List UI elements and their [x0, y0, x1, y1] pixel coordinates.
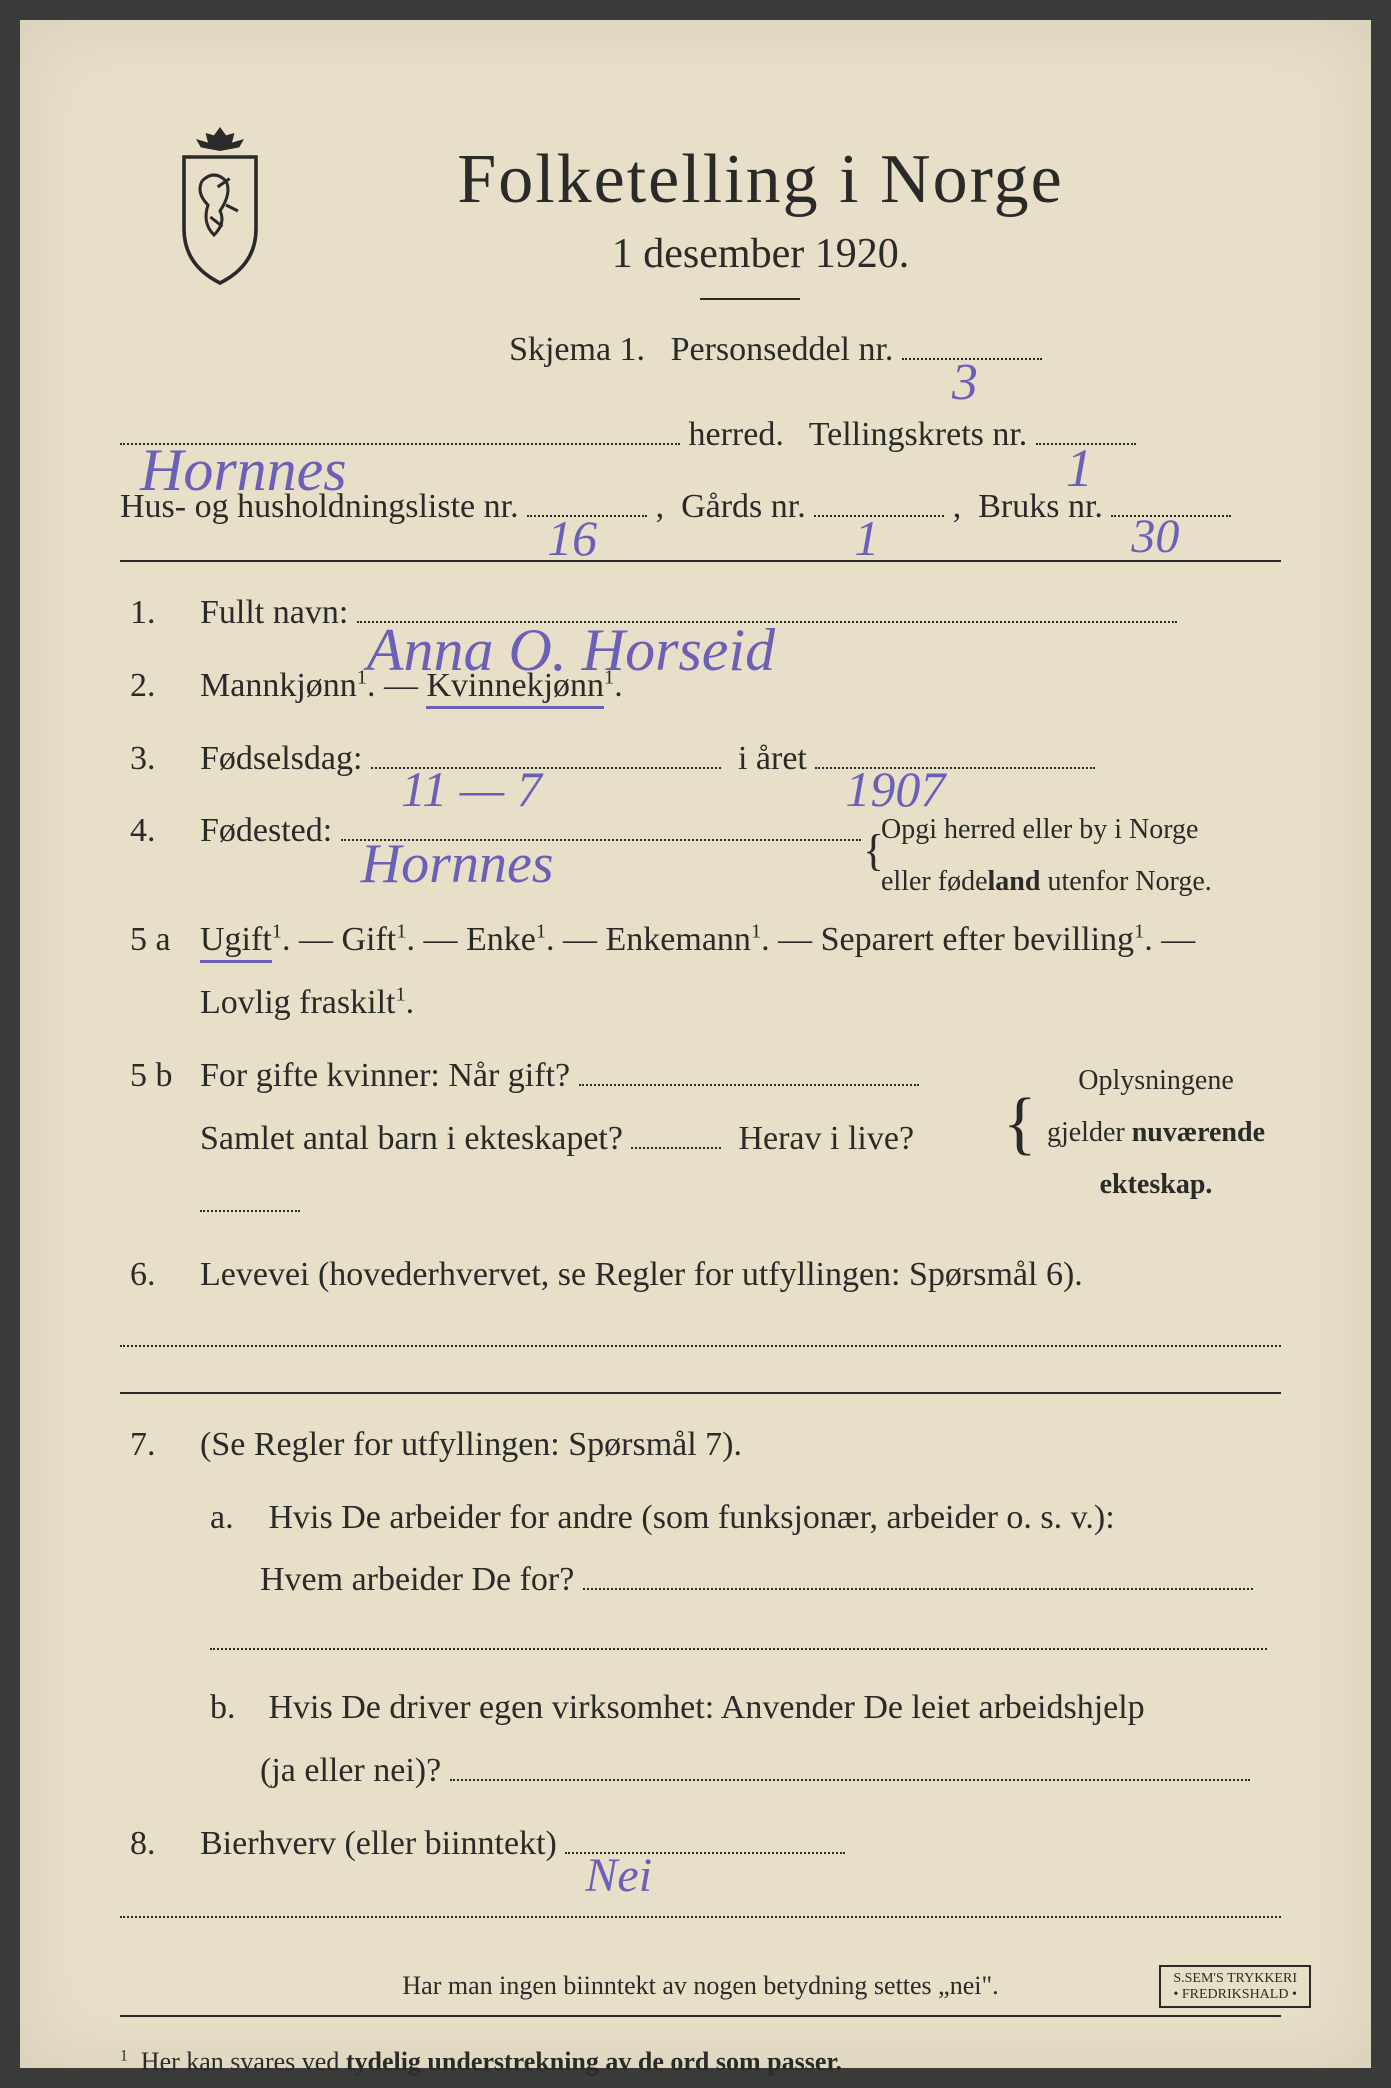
- personseddel-label: Personseddel nr.: [671, 331, 894, 368]
- q5b-label-c: Herav i live?: [738, 1120, 914, 1157]
- q8-value: Nei: [585, 1832, 652, 1921]
- q1-field: Anna O. Horseid: [357, 621, 1177, 623]
- q1-num: 1.: [130, 582, 200, 645]
- q3-year-field: 1907: [815, 767, 1095, 769]
- personseddel-field: 3: [902, 358, 1042, 360]
- q7-text: (Se Regler for utfyllingen: Spørsmål 7).: [200, 1414, 1281, 1477]
- q5a-opt-3: Enkemann: [606, 921, 751, 958]
- q5a-opt-0: Ugift: [200, 921, 272, 963]
- bruks-field: 30: [1111, 515, 1231, 517]
- q3-label: Fødselsdag:: [200, 740, 362, 777]
- q5a: 5 a Ugift1. — Gift1. — Enke1. — Enkemann…: [120, 909, 1281, 1035]
- footnote-2: 1 Her kan svares ved tydelig understrekn…: [120, 2047, 1281, 2077]
- q4-num: 4.: [130, 800, 200, 863]
- herred-label: herred.: [689, 416, 784, 453]
- hus-field: 16: [527, 515, 647, 517]
- skjema-line: Skjema 1. Personseddel nr. 3: [270, 318, 1281, 383]
- q6-line-1: [120, 1345, 1281, 1347]
- q7a: a. Hvis De arbeider for andre (som funks…: [120, 1487, 1281, 1613]
- q6-text: Levevei (hovederhvervet, se Regler for u…: [200, 1244, 1281, 1307]
- skjema-label: Skjema 1.: [509, 331, 645, 368]
- q5a-opt-1: Gift: [341, 921, 396, 958]
- q5b-field-a: [579, 1084, 919, 1086]
- rule-2: [120, 1392, 1281, 1394]
- q7a-field: [583, 1588, 1253, 1590]
- hus-line: Hus- og husholdningsliste nr. 16 , Gårds…: [120, 475, 1281, 540]
- bruks-label: Bruks nr.: [978, 488, 1103, 525]
- q3-day-field: 11 — 7: [371, 767, 721, 769]
- q8-num: 8.: [130, 1813, 200, 1876]
- q6-num: 6.: [130, 1244, 200, 1307]
- tellingskrets-field: 1: [1036, 443, 1136, 445]
- q5b-label-b: Samlet antal barn i ekteskapet?: [200, 1120, 623, 1157]
- q4-field: Hornnes: [341, 839, 861, 841]
- q8: 8. Bierhverv (eller biinntekt) Nei: [120, 1813, 1281, 1876]
- q7b-label: b.: [210, 1677, 260, 1740]
- census-form-page: Folketelling i Norge 1 desember 1920. Sk…: [20, 20, 1371, 2068]
- form-header: Folketelling i Norge 1 desember 1920.: [120, 140, 1281, 278]
- q5b: 5 b For gifte kvinner: Når gift? Samlet …: [120, 1045, 1281, 1234]
- q2-num: 2.: [130, 655, 200, 718]
- q7b-field: [450, 1779, 1250, 1781]
- q3-num: 3.: [130, 728, 200, 791]
- q5a-opt-2: Enke: [466, 921, 536, 958]
- q5a-opt-4: Separert efter bevilling: [821, 921, 1134, 958]
- q8-label: Bierhverv (eller biinntekt): [200, 1825, 557, 1862]
- q8-field: Nei: [565, 1852, 845, 1854]
- q7b-text2: (ja eller nei)?: [260, 1752, 441, 1789]
- q5a-opt-5: Lovlig fraskilt: [200, 984, 395, 1021]
- form-subtitle: 1 desember 1920.: [240, 230, 1281, 278]
- q4: 4. Fødested: Hornnes { Opgi herred eller…: [120, 800, 1281, 863]
- q3: 3. Fødselsdag: 11 — 7 i året 1907: [120, 728, 1281, 791]
- hus-value: 16: [547, 491, 597, 586]
- q5b-label-a: For gifte kvinner: Når gift?: [200, 1057, 570, 1094]
- q7-num: 7.: [130, 1414, 200, 1477]
- herred-field: Hornnes: [120, 443, 680, 445]
- q7a-text2: Hvem arbeider De for?: [260, 1561, 574, 1598]
- q7a-line-2: [210, 1648, 1267, 1650]
- printer-stamp: S.SEM'S TRYKKERI • FREDRIKSHALD •: [1159, 1965, 1311, 2008]
- q7a-label: a.: [210, 1487, 260, 1550]
- q8-line-2: [120, 1916, 1281, 1918]
- q2-opt-a: Mannkjønn: [200, 667, 357, 704]
- q5b-field-b: [631, 1147, 721, 1149]
- q5a-num: 5 a: [130, 909, 200, 1035]
- q5b-num: 5 b: [130, 1045, 200, 1234]
- hus-label: Hus- og husholdningsliste nr.: [120, 488, 519, 525]
- rule-3: [120, 2015, 1281, 2017]
- coat-of-arms-icon: [160, 120, 280, 290]
- rule-1: [120, 560, 1281, 562]
- q7: 7. (Se Regler for utfyllingen: Spørsmål …: [120, 1414, 1281, 1477]
- gards-label: Gårds nr.: [681, 488, 806, 525]
- q3-year-label: i året: [738, 740, 807, 777]
- q7b: b. Hvis De driver egen virksomhet: Anven…: [120, 1677, 1281, 1803]
- q7a-text1: Hvis De arbeider for andre (som funksjon…: [269, 1499, 1115, 1536]
- bruks-value: 30: [1131, 491, 1179, 582]
- q6: 6. Levevei (hovederhvervet, se Regler fo…: [120, 1244, 1281, 1307]
- tellingskrets-label: Tellingskrets nr.: [809, 416, 1028, 453]
- gards-value: 1: [854, 491, 879, 586]
- q1: 1. Fullt navn: Anna O. Horseid: [120, 582, 1281, 645]
- q4-note: { Opgi herred eller by i Norge eller fød…: [881, 804, 1281, 908]
- q5b-field-c: [200, 1210, 300, 1212]
- q5b-note: { Oplysningene gjelder nuværende ekteska…: [1031, 1055, 1281, 1210]
- form-title: Folketelling i Norge: [240, 140, 1281, 220]
- q7b-text1: Hvis De driver egen virksomhet: Anvender…: [269, 1689, 1145, 1726]
- gards-field: 1: [814, 515, 944, 517]
- divider: [700, 298, 800, 300]
- footnote-1: Har man ingen biinntekt av nogen betydni…: [120, 1971, 1281, 2001]
- herred-line: Hornnes herred. Tellingskrets nr. 1: [120, 403, 1281, 468]
- q4-label: Fødested:: [200, 812, 332, 849]
- q1-value: Anna O. Horseid: [367, 595, 775, 706]
- q4-value: Hornnes: [361, 813, 554, 917]
- q1-label: Fullt navn:: [200, 594, 348, 631]
